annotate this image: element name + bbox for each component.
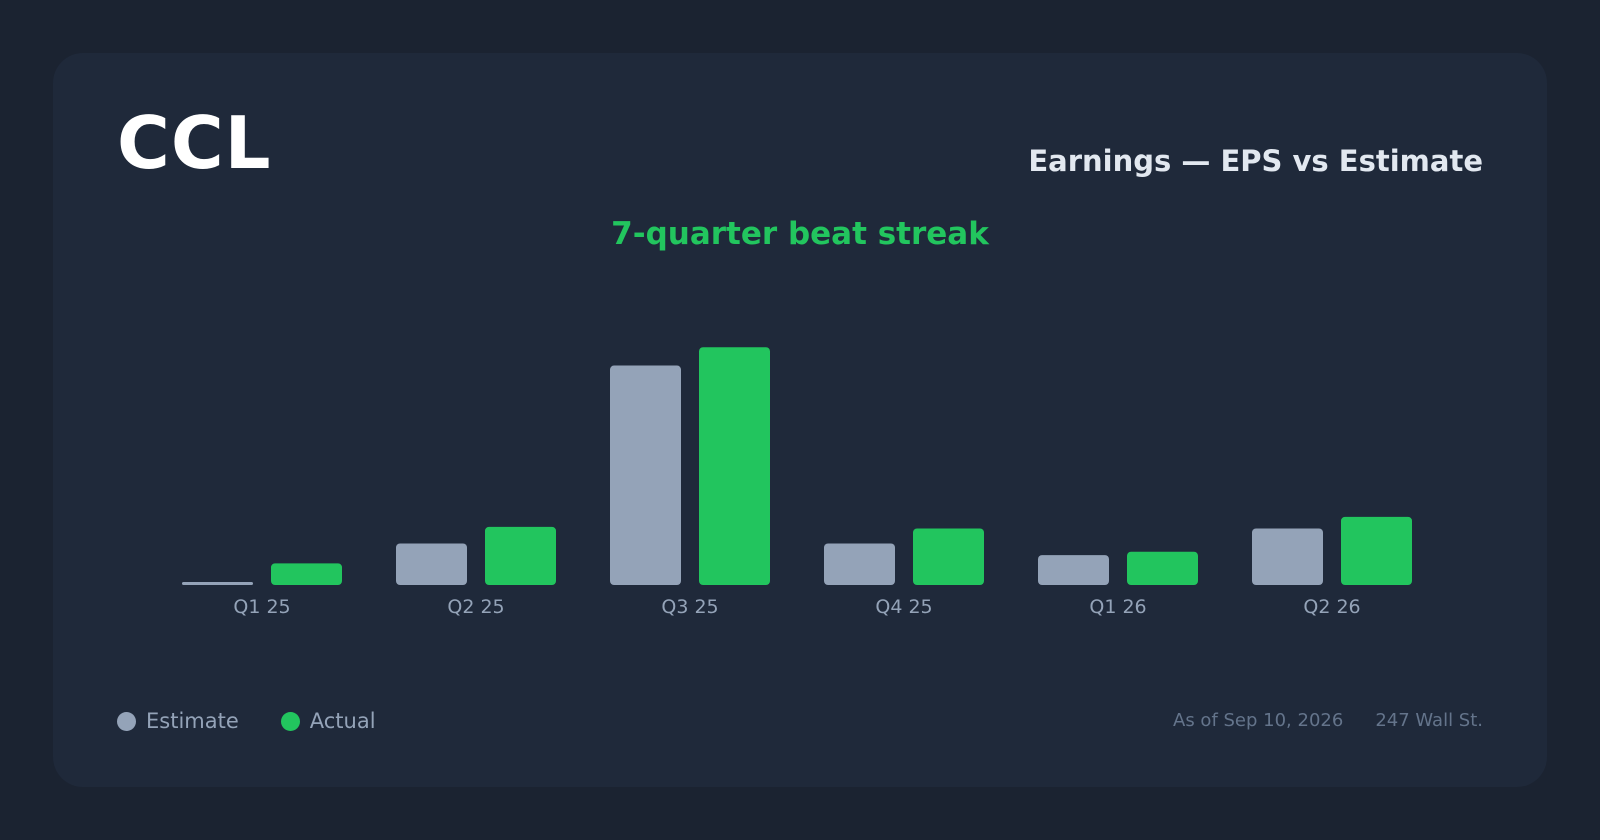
source-credit: 247 Wall St. [1375,710,1483,731]
legend-item-actual: Actual [280,709,376,733]
actual-swatch-icon [280,711,300,731]
bar-estimate-q1-26 [1038,555,1109,585]
footer: As of Sep 10, 2026 247 Wall St. [1173,710,1483,731]
bar-estimate-q2-25 [396,543,467,585]
bar-actual-q4-25 [913,528,984,585]
bar-estimate-q1-25 [182,582,253,585]
x-tick-label: Q4 25 [875,596,932,618]
bar-actual-q1-25 [271,563,342,585]
as-of-date: As of Sep 10, 2026 [1173,710,1344,731]
earnings-card: CCL Earnings — EPS vs Estimate 7-quarter… [53,53,1547,787]
eps-bar-chart: Q1 25 Q2 25 Q3 25 Q4 25 Q1 26 Q2 26 [182,347,1412,618]
ticker-symbol: CCL [117,101,272,185]
bar-actual-q2-26 [1341,516,1412,585]
bar-estimate-q3-25 [610,365,681,585]
x-tick-label: Q1 25 [233,596,290,618]
estimate-swatch-icon [117,711,136,731]
legend-label-actual: Actual [309,709,376,733]
x-tick-label: Q2 26 [1303,596,1360,618]
chart-legend: Estimate Actual [117,709,418,733]
legend-label-estimate: Estimate [146,709,239,733]
chart-title: Earnings — EPS vs Estimate [1028,144,1483,178]
legend-item-estimate: Estimate [117,709,239,733]
beat-streak-subtitle: 7-quarter beat streak [611,216,989,252]
bar-estimate-q4-25 [824,543,895,585]
bar-actual-q2-25 [485,526,556,585]
x-tick-label: Q2 25 [447,596,504,618]
x-tick-label: Q1 26 [1089,596,1146,618]
x-tick-label: Q3 25 [661,596,718,618]
bar-actual-q3-25 [699,347,770,585]
bar-actual-q1-26 [1127,551,1198,585]
bar-estimate-q2-26 [1252,528,1323,585]
